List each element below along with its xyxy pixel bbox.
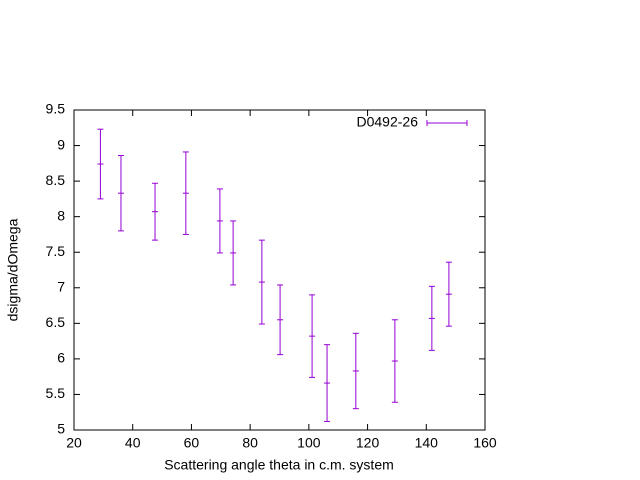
error-bar xyxy=(152,182,159,241)
error-bar xyxy=(324,344,331,422)
x-tick-label: 100 xyxy=(297,435,321,451)
x-tick-label: 120 xyxy=(356,435,380,451)
x-tick-label: 20 xyxy=(66,435,82,451)
error-bar xyxy=(309,294,316,378)
y-axis-label: dsigma/dOmega xyxy=(5,218,21,321)
x-tick-label: 60 xyxy=(184,435,200,451)
x-tick-label: 80 xyxy=(242,435,258,451)
error-bar xyxy=(182,151,189,235)
y-tick-label: 6.5 xyxy=(46,314,66,330)
error-bar xyxy=(230,220,237,286)
error-bar xyxy=(277,284,284,356)
error-bar xyxy=(117,155,124,232)
x-tick-label: 40 xyxy=(125,435,141,451)
y-tick-label: 9.5 xyxy=(46,101,66,117)
error-bar xyxy=(352,332,359,410)
error-bar xyxy=(216,188,223,254)
error-bar xyxy=(445,261,452,327)
y-tick-label: 5.5 xyxy=(46,385,66,401)
x-tick-label: 160 xyxy=(473,435,497,451)
y-tick-label: 7 xyxy=(57,278,65,294)
y-tick-label: 7.5 xyxy=(46,243,66,259)
legend-label: D0492-26 xyxy=(357,114,419,130)
y-tick-label: 9 xyxy=(57,136,65,152)
y-tick-label: 6 xyxy=(57,350,65,366)
y-tick-label: 8 xyxy=(57,207,65,223)
x-tick-label: 140 xyxy=(415,435,439,451)
error-bar xyxy=(428,285,435,351)
error-bar xyxy=(258,239,265,325)
x-axis-label: Scattering angle theta in c.m. system xyxy=(164,457,394,473)
error-bar xyxy=(97,128,104,200)
y-tick-label: 8.5 xyxy=(46,172,66,188)
y-tick-label: 5 xyxy=(57,421,65,437)
error-bar xyxy=(391,319,398,403)
plot-border xyxy=(73,109,486,431)
